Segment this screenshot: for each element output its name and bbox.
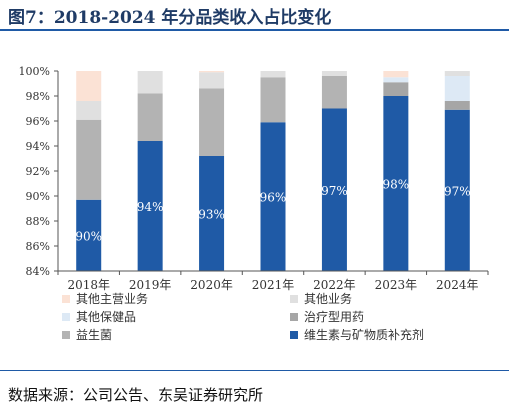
bar-segment	[444, 109, 470, 271]
y-tick-label: 100%	[19, 65, 50, 78]
bar-segment	[199, 72, 225, 89]
y-tick-label: 94%	[26, 140, 50, 153]
bar-value-label: 97%	[444, 184, 471, 198]
title-divider	[0, 29, 509, 31]
legend-label: 益生菌	[76, 328, 112, 342]
legend-swatch	[290, 313, 298, 321]
legend-label: 维生素与矿物质补充剂	[304, 327, 424, 342]
legend-swatch	[62, 331, 70, 339]
y-tick-label: 92%	[26, 165, 50, 178]
bar-segment	[383, 82, 409, 96]
bar-segment	[444, 71, 470, 76]
bar-segment	[76, 199, 102, 271]
bars-layer: 90% 94% 93% 96% 97% 98% 97%	[75, 71, 471, 271]
bar-segment	[199, 156, 225, 271]
legend-swatch	[290, 295, 298, 303]
legend-label: 其他保健品	[76, 310, 136, 324]
bar-value-label: 94%	[137, 200, 164, 214]
figure-title: 图7：2018-2024 年分品类收入占比变化	[8, 8, 332, 28]
x-tick-label: 2019年	[129, 278, 172, 292]
bar-segment	[383, 96, 409, 271]
bar-segment	[76, 119, 102, 200]
x-tick-label: 2023年	[375, 278, 418, 292]
y-tick-label: 90%	[26, 190, 50, 203]
bar-segment	[444, 101, 470, 110]
bar-segment	[383, 71, 409, 78]
x-tick-label: 2020年	[190, 278, 233, 292]
bar-segment	[137, 93, 163, 141]
x-tick-label: 2018年	[67, 278, 110, 292]
bar-segment	[321, 76, 347, 109]
legend-swatch	[62, 313, 70, 321]
bar-segment	[260, 77, 286, 123]
y-tick-label: 96%	[26, 115, 50, 128]
bar-segment	[444, 76, 470, 101]
y-axis: 84% 86% 88% 90% 92% 94% 96% 98% 100%	[19, 65, 59, 278]
bar-segment	[137, 141, 163, 271]
bar-value-label: 98%	[383, 178, 410, 192]
x-axis: 2018年 2019年 2020年 2021年 2022年 2023年 2024年	[57, 270, 489, 292]
bar-segment	[383, 77, 409, 83]
stacked-bar-chart: 90% 94% 93% 96% 97% 98% 97% 84% 86% 88% 90% 92% 94%…	[19, 65, 489, 342]
source-divider	[0, 370, 509, 371]
legend-label: 其他业务	[304, 291, 352, 306]
bar-segment	[76, 71, 102, 101]
bar-value-label: 93%	[198, 208, 225, 222]
legend-label: 治疗型用药	[304, 310, 364, 324]
source-note: 数据来源：公司公告、东吴证券研究所	[8, 386, 264, 404]
y-tick-label: 84%	[26, 265, 50, 278]
legend-label: 其他主营业务	[76, 291, 148, 306]
bar-segment	[199, 71, 225, 73]
legend-swatch	[62, 295, 70, 303]
y-tick-label: 88%	[26, 215, 50, 228]
x-tick-label: 2024年	[436, 278, 479, 292]
bar-segment	[199, 88, 225, 156]
legend-swatch	[290, 331, 298, 339]
bar-segment	[260, 122, 286, 271]
bar-value-label: 96%	[260, 191, 287, 205]
bar-segment	[321, 71, 347, 76]
bar-segment	[137, 71, 163, 94]
bar-value-label: 97%	[321, 184, 348, 198]
bar-segment	[76, 101, 102, 120]
x-tick-label: 2022年	[313, 278, 356, 292]
bar-segment	[260, 71, 286, 78]
y-tick-label: 98%	[26, 90, 50, 103]
x-tick-label: 2021年	[252, 278, 295, 292]
bar-value-label: 90%	[75, 229, 102, 243]
y-tick-label: 86%	[26, 240, 50, 253]
bar-segment	[321, 108, 347, 271]
